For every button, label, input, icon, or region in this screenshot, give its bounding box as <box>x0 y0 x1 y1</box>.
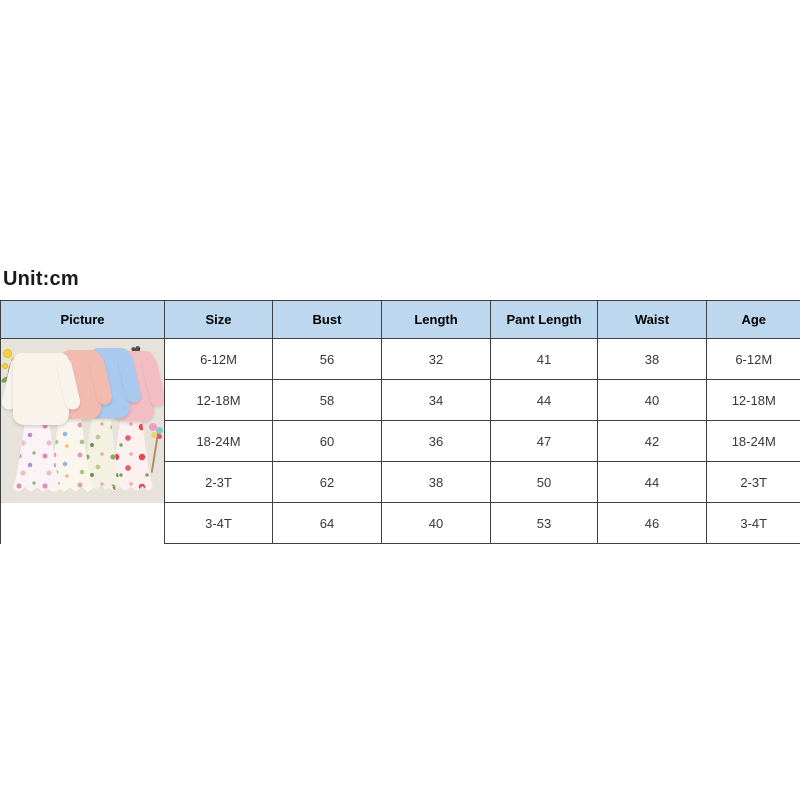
cell-size: 3-4T <box>164 502 273 544</box>
cell-waist: 42 <box>597 420 707 462</box>
unit-label: Unit:cm <box>3 268 79 290</box>
column-header-picture: Picture <box>0 300 165 339</box>
cell-waist: 40 <box>597 379 707 421</box>
cell-bust: 56 <box>272 338 382 380</box>
picture-cell: ♥ <box>0 338 165 544</box>
cell-waist: 38 <box>597 338 707 380</box>
cell-pant-length: 44 <box>490 379 598 421</box>
cell-pant-length: 47 <box>490 420 598 462</box>
cell-age: 3-4T <box>706 502 800 544</box>
sweatshirt-cream <box>13 353 69 425</box>
cell-size: 2-3T <box>164 461 273 503</box>
table-row: ♥ <box>0 338 800 544</box>
cell-length: 40 <box>381 502 491 544</box>
column-header-age: Age <box>706 300 800 339</box>
column-header-size: Size <box>164 300 273 339</box>
column-header-pant-length: Pant Length <box>490 300 598 339</box>
pants-pink-floral <box>13 419 61 492</box>
cell-pant-length: 41 <box>490 338 598 380</box>
product-photo: ♥ <box>1 339 164 503</box>
cell-size: 18-24M <box>164 420 273 462</box>
cell-age: 12-18M <box>706 379 800 421</box>
cell-bust: 64 <box>272 502 382 544</box>
table-row: 3-4T 64 40 53 46 3-4T <box>1 502 800 544</box>
cell-age: 6-12M <box>706 338 800 380</box>
cell-pant-length: 50 <box>490 461 598 503</box>
column-header-waist: Waist <box>597 300 707 339</box>
size-chart-table: Picture Size Bust Length Pant Length Wai… <box>0 300 800 544</box>
cell-size: 6-12M <box>164 338 273 380</box>
cell-length: 38 <box>381 461 491 503</box>
cell-age: 2-3T <box>706 461 800 503</box>
cell-length: 36 <box>381 420 491 462</box>
cell-size: 12-18M <box>164 379 273 421</box>
cell-bust: 58 <box>272 379 382 421</box>
table-row: 18-24M 60 36 47 42 18-24M <box>1 420 800 462</box>
cell-length: 32 <box>381 338 491 380</box>
cell-age: 18-24M <box>706 420 800 462</box>
cell-bust: 60 <box>272 420 382 462</box>
cell-bust: 62 <box>272 461 382 503</box>
cell-length: 34 <box>381 379 491 421</box>
cell-pant-length: 53 <box>490 502 598 544</box>
cell-waist: 44 <box>597 461 707 503</box>
column-header-length: Length <box>381 300 491 339</box>
table-row: 2-3T 62 38 50 44 2-3T <box>1 461 800 503</box>
column-header-bust: Bust <box>272 300 382 339</box>
cell-waist: 46 <box>597 502 707 544</box>
header-row: Picture Size Bust Length Pant Length Wai… <box>0 300 800 339</box>
